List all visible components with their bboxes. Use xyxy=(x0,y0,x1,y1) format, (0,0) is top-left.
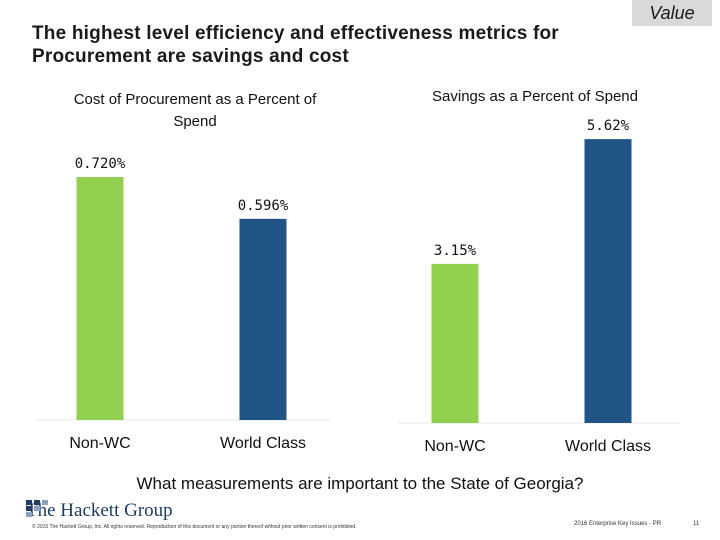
hackett-logo: The Hackett Group xyxy=(26,500,173,522)
value-label-cost-1: 0.596% xyxy=(238,198,289,214)
footer-label: 2016 Enterprise Key Issues - PR xyxy=(574,521,662,527)
value-label-savings-1: 5.62% xyxy=(587,118,630,134)
category-label-cost-0: Non-WC xyxy=(69,435,130,452)
value-tag: Value xyxy=(632,0,712,26)
slide-title: The highest level efficiency and effecti… xyxy=(32,23,559,67)
bar-savings-world-class xyxy=(584,139,632,423)
bar-cost-world-class xyxy=(239,218,287,420)
bar-savings-non-wc xyxy=(431,263,479,423)
category-label-savings-0: Non-WC xyxy=(424,438,485,455)
category-label-cost-1: World Class xyxy=(220,435,306,452)
chart-title-cost: Cost of Procurement as a Percent of Spen… xyxy=(73,91,317,130)
logo-text: The Hackett Group xyxy=(26,500,173,521)
question-text: What measurements are important to the S… xyxy=(136,474,584,493)
logo-grid-icon xyxy=(26,500,48,517)
copyright-text: © 2015 The Hackett Group, Inc. All right… xyxy=(32,524,357,530)
value-label-cost-0: 0.720% xyxy=(75,156,126,172)
bar-cost-non-wc xyxy=(76,177,124,420)
chart-title-savings: Savings as a Percent of Spend xyxy=(432,88,638,105)
value-label-savings-0: 3.15% xyxy=(434,243,477,259)
page-number: 11 xyxy=(693,521,700,527)
category-label-savings-1: World Class xyxy=(565,438,651,455)
